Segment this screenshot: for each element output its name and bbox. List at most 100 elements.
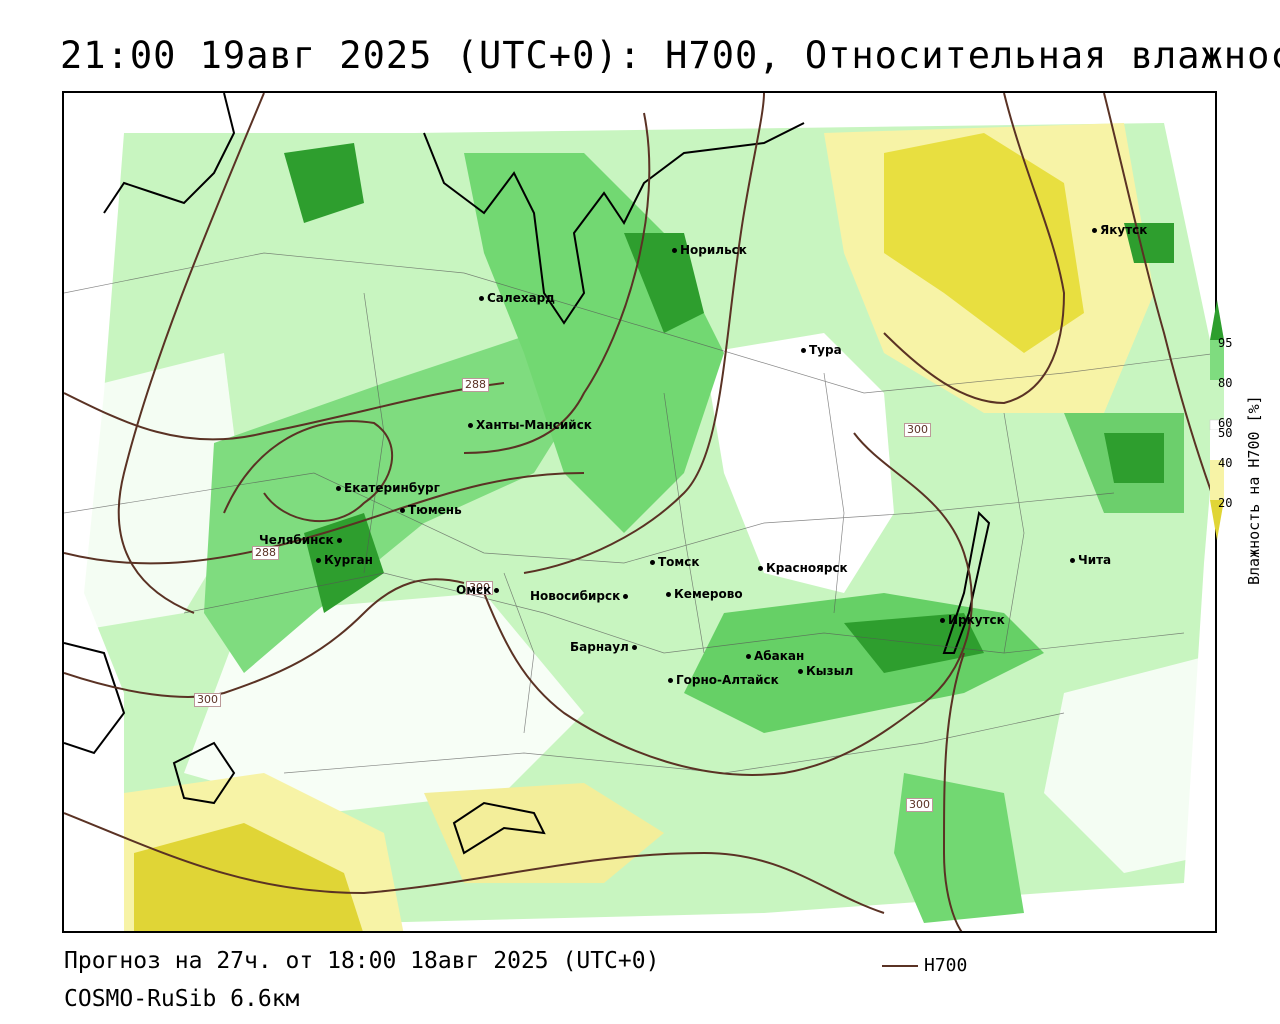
city-label: Тура	[801, 343, 842, 357]
yellow-southwest-dark	[134, 823, 363, 931]
city-label: Курган	[316, 553, 373, 567]
city-name: Челябинск	[259, 533, 334, 547]
aral-sea	[172, 741, 236, 805]
city-name: Красноярск	[766, 561, 848, 575]
map-canvas	[64, 93, 1215, 931]
admin-borders	[64, 252, 1215, 774]
isoline-label: 288	[252, 546, 279, 560]
isoline-label: 300	[466, 581, 493, 595]
colorbar-tick: 40	[1218, 456, 1233, 470]
city-name: Омск	[456, 583, 492, 597]
city-dot-icon	[1070, 558, 1075, 563]
dry-area-south	[184, 593, 584, 813]
forecast-info: Прогноз на 27ч. от 18:00 18авг 2025 (UTC…	[64, 948, 660, 974]
colorbar-tick: 50	[1218, 426, 1233, 440]
city-dot-icon	[672, 248, 677, 253]
dry-area-southeast	[1044, 654, 1215, 873]
city-label: Челябинск	[259, 533, 345, 547]
city-label: Омск	[456, 583, 502, 597]
city-dot-icon	[1092, 228, 1097, 233]
city-dot-icon	[494, 588, 500, 593]
isoline-label: 300	[194, 693, 221, 707]
lake-balkhash	[452, 801, 546, 855]
green-band-1	[204, 333, 584, 673]
model-name: COSMO-RuSib 6.6км	[64, 986, 300, 1012]
dry-area-center	[704, 333, 894, 593]
isoline-label: 300	[906, 798, 933, 812]
h700-isolines	[64, 93, 1215, 931]
city-dot-icon	[336, 538, 342, 543]
city-dot-icon	[668, 678, 673, 683]
city-dot-icon	[758, 566, 763, 571]
coastline-northwest	[103, 93, 236, 214]
coastline-north	[423, 122, 805, 325]
city-label: Салехард	[479, 291, 555, 305]
city-label: Новосибирск	[530, 589, 631, 603]
city-label: Екатеринбург	[336, 481, 440, 495]
green-core-6	[1124, 223, 1174, 263]
colorbar-tick: 20	[1218, 496, 1233, 510]
city-name: Тюмень	[408, 503, 462, 517]
city-dot-icon	[801, 348, 806, 353]
green-core-1	[624, 233, 704, 333]
city-label: Горно-Алтайск	[668, 673, 779, 687]
city-dot-icon	[400, 508, 405, 513]
city-name: Салехард	[487, 291, 555, 305]
city-name: Иркутск	[948, 613, 1005, 627]
city-dot-icon	[798, 669, 803, 674]
city-name: Томск	[658, 555, 700, 569]
city-name: Барнаул	[570, 640, 629, 654]
city-dot-icon	[336, 486, 341, 491]
city-name: Горно-Алтайск	[676, 673, 779, 687]
city-label: Кемерово	[666, 587, 743, 601]
map-area: 288 288 300 300 300 300 Норильск Якутск …	[62, 91, 1217, 933]
city-name: Кызыл	[806, 664, 854, 678]
colorbar-title: Влажность на H700 [%]	[1245, 395, 1263, 585]
city-dot-icon	[666, 592, 671, 597]
baikal-outline	[942, 510, 991, 654]
green-core-4	[1104, 433, 1164, 483]
city-dot-icon	[746, 654, 751, 659]
city-label: Барнаул	[570, 640, 640, 654]
city-dot-icon	[940, 618, 945, 623]
isoline-label: 300	[904, 423, 931, 437]
city-label: Тюмень	[400, 503, 462, 517]
city-dot-icon	[623, 594, 629, 599]
city-name: Чита	[1078, 553, 1112, 567]
city-label: Якутск	[1092, 223, 1147, 237]
city-dot-icon	[468, 423, 473, 428]
city-label: Иркутск	[940, 613, 1005, 627]
city-label: Томск	[650, 555, 700, 569]
city-dot-icon	[479, 296, 484, 301]
city-dot-icon	[631, 645, 637, 650]
city-name: Кемерово	[674, 587, 743, 601]
dry-area-west	[64, 353, 244, 633]
city-label: Ханты-Мансийск	[468, 418, 592, 432]
city-name: Новосибирск	[530, 589, 621, 603]
isoline-legend-label: H700	[924, 955, 968, 976]
isoline-legend: H700	[882, 955, 967, 976]
city-name: Тура	[809, 343, 842, 357]
city-dot-icon	[316, 558, 321, 563]
city-label: Чита	[1070, 553, 1111, 567]
city-name: Курган	[324, 553, 373, 567]
city-label: Красноярск	[758, 561, 848, 575]
colorbar-tick: 80	[1218, 376, 1233, 390]
city-label: Абакан	[746, 649, 804, 663]
colorbar-tick: 60	[1218, 416, 1233, 430]
city-label: Норильск	[672, 243, 747, 257]
city-name: Ханты-Мансийск	[476, 418, 592, 432]
green-core-5	[284, 143, 364, 223]
city-dot-icon	[650, 560, 655, 565]
map-title: 21:00 19авг 2025 (UTC+0): H700, Относите…	[60, 34, 1280, 77]
colorbar-tick: 95	[1218, 336, 1233, 350]
city-name: Якутск	[1100, 223, 1148, 237]
isoline-label: 288	[462, 378, 489, 392]
city-name: Абакан	[754, 649, 805, 663]
city-name: Норильск	[680, 243, 747, 257]
caspian-coast	[64, 642, 126, 755]
line-swatch-icon	[882, 964, 918, 967]
city-label: Кызыл	[798, 664, 853, 678]
green-core-2	[304, 513, 384, 613]
city-name: Екатеринбург	[344, 481, 440, 495]
